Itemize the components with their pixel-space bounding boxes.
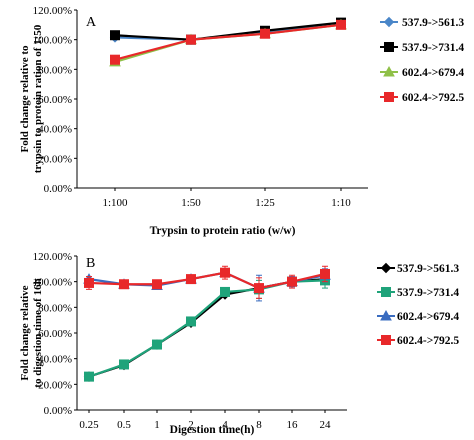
data-point	[336, 19, 346, 30]
legend-marker	[380, 262, 392, 274]
series-line	[88, 271, 326, 290]
series-3	[110, 19, 346, 65]
panel-label: B	[86, 256, 95, 271]
legend-entry: 602.4->792.5	[377, 335, 459, 347]
legend-label: 537.9->731.4	[402, 42, 464, 54]
y-tick-label: 20.00%	[38, 153, 72, 165]
data-point	[220, 286, 230, 297]
series-line	[114, 23, 342, 61]
y-tick-label: 120.00%	[33, 5, 72, 17]
x-tick-label: 24	[320, 419, 332, 431]
legend-marker	[384, 42, 394, 52]
data-point	[254, 283, 264, 294]
series-line	[114, 21, 342, 41]
data-point	[84, 277, 94, 288]
x-tick-label: 0.25	[79, 419, 99, 431]
x-tick-label: 0.5	[117, 419, 131, 431]
legend-marker	[384, 92, 394, 102]
data-point	[260, 28, 270, 39]
legend-marker	[380, 309, 392, 321]
y-tick-label: 100.00%	[33, 35, 72, 47]
data-point	[186, 316, 196, 327]
x-tick-label: 1:10	[331, 197, 351, 209]
legend-label: 602.4->792.5	[402, 92, 464, 104]
y-axis-title: Fold change relative totrypsin to protei…	[19, 24, 44, 173]
legend-marker	[381, 287, 391, 297]
data-point	[220, 267, 230, 278]
data-point	[186, 34, 196, 45]
x-tick-label: 1	[154, 419, 160, 431]
legend-label: 602.4->679.4	[397, 311, 459, 323]
x-tick-label: 2	[188, 419, 194, 431]
legend-entry: 537.9->561.3	[380, 16, 464, 29]
data-point	[119, 279, 129, 290]
panel-label: A	[86, 15, 97, 30]
data-point	[186, 274, 196, 285]
series-0	[109, 18, 347, 45]
y-tick-label: 120.00%	[33, 251, 72, 263]
y-axis-title: Fold change relativeto digestion time of…	[19, 278, 44, 387]
legend-label: 537.9->731.4	[397, 287, 459, 299]
y-tick-label: 20.00%	[38, 379, 72, 391]
y-tick-label: 60.00%	[38, 328, 72, 340]
legend-marker	[381, 335, 391, 345]
x-tick-label: 16	[287, 419, 299, 431]
x-axis-title: Trypsin to protein ratio (w/w)	[150, 225, 296, 237]
legend-label: 537.9->561.3	[397, 263, 459, 275]
legend-entry: 602.4->679.4	[377, 309, 459, 323]
x-tick-label: 4	[222, 419, 228, 431]
y-tick-label: 40.00%	[38, 354, 72, 366]
legend-entry: 602.4->792.5	[380, 92, 464, 104]
legend-entry: 537.9->561.3	[377, 262, 459, 275]
y-tick-label: 0.00%	[44, 183, 72, 195]
data-point	[287, 276, 297, 287]
y-tick-label: 100.00%	[33, 277, 72, 289]
legend-label: 602.4->679.4	[402, 67, 464, 79]
data-point	[110, 54, 120, 65]
data-point	[152, 279, 162, 290]
x-tick-label: 8	[256, 419, 262, 431]
series-line	[114, 23, 342, 63]
data-point	[110, 30, 120, 41]
data-point	[152, 339, 162, 350]
legend-label: 602.4->792.5	[397, 335, 459, 347]
legend-entry: 537.9->731.4	[377, 287, 459, 299]
series-1	[110, 17, 346, 45]
y-tick-label: 40.00%	[38, 124, 72, 136]
legend-entry: 602.4->679.4	[380, 65, 464, 79]
x-tick-label: 1:100	[102, 197, 128, 209]
legend-label: 537.9->561.3	[402, 17, 464, 29]
x-tick-label: 1:25	[255, 197, 275, 209]
y-tick-label: 0.00%	[44, 405, 72, 417]
data-point	[320, 268, 330, 279]
data-point	[119, 359, 129, 370]
y-tick-label: 80.00%	[38, 64, 72, 76]
legend-marker	[383, 16, 395, 28]
legend-entry: 537.9->731.4	[380, 42, 464, 54]
x-axis-title: Digestion time(h)	[170, 424, 255, 436]
series-3	[84, 265, 330, 299]
y-tick-label: 80.00%	[38, 302, 72, 314]
legend-marker	[383, 65, 395, 77]
x-tick-label: 1:50	[181, 197, 201, 209]
data-point	[84, 371, 94, 382]
y-tick-label: 60.00%	[38, 94, 72, 106]
